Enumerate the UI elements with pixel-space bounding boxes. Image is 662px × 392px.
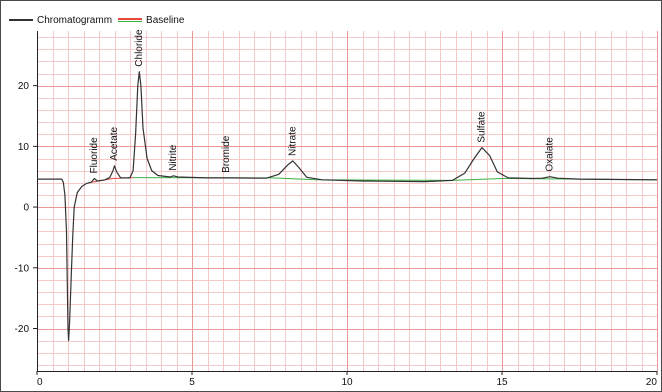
y-tick-label: 10 (18, 142, 30, 153)
legend-label-chromatogramm: Chromatogramm (37, 14, 113, 26)
y-tick-label: -10 (15, 263, 30, 274)
legend-item-chromatogramm: Chromatogramm (9, 15, 112, 26)
y-tick-label: 20 (18, 81, 30, 92)
peak-label-fluoride: Fluoride (89, 137, 100, 174)
y-tick-label: 0 (23, 203, 29, 214)
peak-label-chloride: Chloride (134, 29, 145, 67)
legend-label-baseline: Baseline (146, 14, 185, 26)
peak-label-acetate: Acetate (109, 126, 120, 160)
peak-label-nitrate: Nitrate (287, 126, 298, 156)
x-tick-label: 10 (341, 377, 353, 388)
y-tick-label: -20 (15, 324, 30, 335)
x-tick-label: 5 (189, 377, 195, 388)
peak-label-oxalate: Oxalate (545, 137, 556, 172)
peak-label-sulfate: Sulfate (477, 111, 488, 143)
x-tick-label: 0 (37, 377, 43, 388)
x-tick-label: 20 (646, 377, 658, 388)
chart-legend: Chromatogramm Baseline (9, 12, 184, 28)
legend-swatch-chromatogramm (9, 19, 33, 21)
peak-label-bromide: Bromide (221, 135, 232, 173)
x-tick-label: 15 (496, 377, 508, 388)
peak-label-nitrite: Nitrite (168, 144, 179, 171)
chromatogram-line (37, 71, 658, 342)
legend-item-baseline: Baseline (118, 15, 184, 26)
legend-swatch-baseline (118, 18, 143, 22)
